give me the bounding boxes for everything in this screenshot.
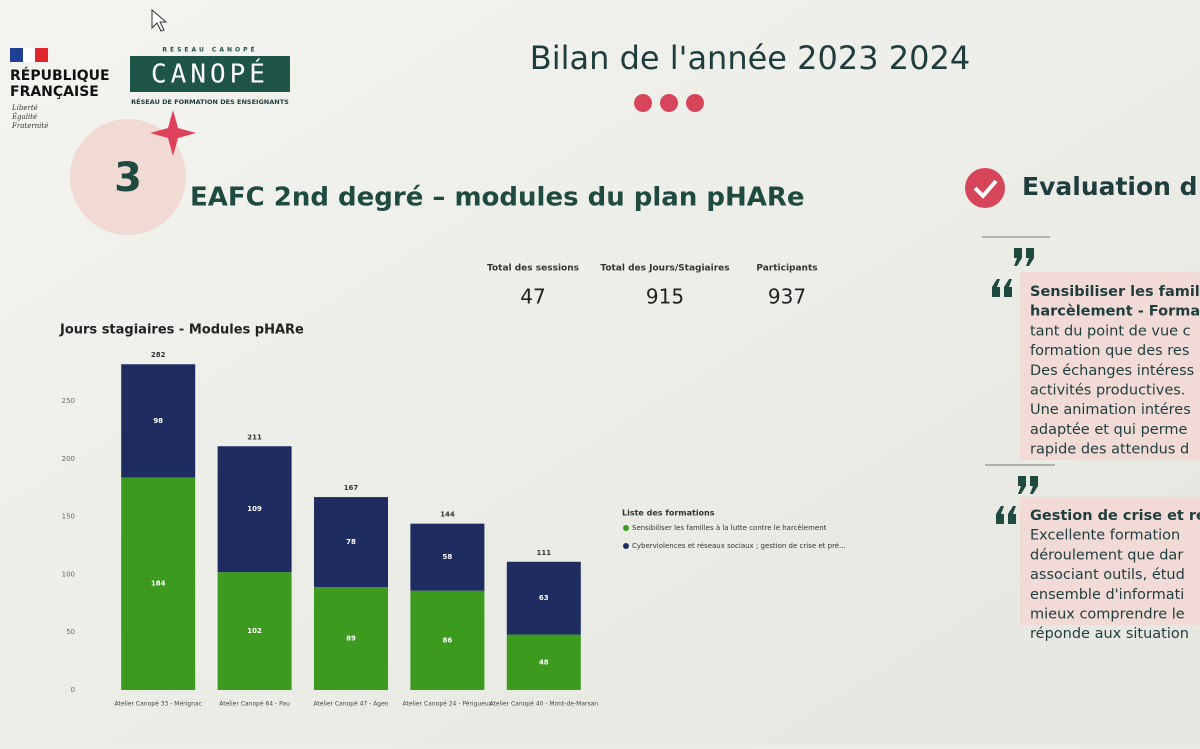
quote-box — [1020, 272, 1200, 460]
quote-line: formation que des res — [1030, 343, 1189, 359]
total-label: 167 — [344, 484, 359, 492]
y-tick-label: 200 — [62, 455, 75, 463]
x-tick-label: Atelier Canopé 64 - Pau — [219, 701, 290, 708]
quote-box — [1020, 497, 1200, 625]
bar-segment — [410, 590, 485, 690]
section-title: EAFC 2nd degré – modules du plan pHARe — [190, 183, 805, 213]
devise: Liberté — [11, 104, 38, 112]
quote-line: Sensibiliser les famille — [1030, 284, 1200, 300]
value-label: 109 — [247, 505, 262, 513]
kpi-value: 937 — [768, 285, 806, 309]
legend-marker — [623, 525, 629, 531]
quote-line: mieux comprendre le — [1030, 607, 1185, 623]
quote-line: Des échanges intéress — [1030, 363, 1194, 379]
kpi-value: 47 — [520, 285, 545, 309]
quote-line: déroulement que dar — [1030, 547, 1183, 563]
bar-segment — [314, 497, 388, 588]
kpi-label: Participants — [756, 264, 817, 274]
quote-icon — [992, 248, 1038, 524]
devise: Fraternité — [11, 122, 48, 130]
value-label: 98 — [153, 417, 163, 425]
quote-line: ensemble d'informati — [1030, 587, 1184, 603]
cursor — [151, 8, 168, 32]
legend-label: Cyberviolences et réseaux sociaux ; gest… — [632, 542, 846, 550]
total-label: 211 — [247, 433, 262, 441]
value-label: 89 — [346, 635, 356, 643]
devise: Égalité — [11, 112, 37, 121]
value-label: 58 — [443, 553, 453, 561]
bar-segment — [410, 523, 485, 591]
total-label: 144 — [440, 511, 455, 519]
value-label: 86 — [443, 636, 453, 644]
legend-label: Sensibiliser les familles à la lutte con… — [632, 524, 827, 532]
flag-blue — [10, 48, 23, 62]
bar-segment — [506, 634, 581, 690]
quote-line: adaptée et qui perme — [1030, 422, 1188, 438]
value-label: 102 — [247, 627, 262, 635]
dot — [686, 94, 704, 112]
y-tick-label: 100 — [62, 570, 75, 578]
logo-top: RÉSEAU CANOPÉ — [162, 46, 257, 54]
kpi-label: Total des sessions — [487, 264, 579, 274]
number-circle — [70, 119, 186, 235]
quote-line: tant du point de vue c — [1030, 323, 1191, 339]
flag-white — [23, 48, 35, 62]
quote-line: associant outils, étud — [1030, 567, 1185, 583]
republique: FRANÇAISE — [10, 84, 99, 100]
legend-marker — [623, 543, 629, 549]
total-label: 282 — [151, 351, 166, 359]
bar-segment — [121, 364, 196, 478]
kpi-label: Total des Jours/Stagiaires — [600, 264, 729, 274]
quote-line: réponde aux situation — [1030, 626, 1189, 642]
chart-title: Jours stagiaires - Modules pHARe — [59, 323, 304, 338]
evaluation-title: Evaluation d — [1022, 172, 1198, 201]
check-badge — [965, 168, 1005, 208]
bar-segment — [217, 572, 292, 690]
x-tick-label: Atelier Canopé 24 - Périgueux — [403, 701, 493, 708]
y-tick-label: 250 — [62, 397, 75, 405]
quote-line: activités productives. — [1030, 383, 1185, 399]
bar-segment — [217, 446, 292, 573]
x-tick-label: Atelier Canopé 47 - Agen — [313, 701, 388, 708]
flag-red — [35, 48, 48, 62]
dot — [634, 94, 652, 112]
quote-line: rapide des attendus d — [1030, 442, 1189, 458]
bar-segment — [314, 587, 388, 690]
quote-line: Une animation intéres — [1030, 402, 1191, 418]
star — [150, 110, 196, 156]
y-tick-label: 150 — [62, 513, 75, 521]
quote-line: harcèlement - Format — [1030, 304, 1200, 320]
quote-line: Gestion de crise et ré — [1030, 508, 1200, 524]
quote-line: Excellente formation — [1030, 528, 1180, 544]
y-tick-label: 50 — [66, 628, 75, 636]
value-label: 184 — [151, 580, 166, 588]
logo-box — [130, 56, 290, 92]
section-number: 3 — [114, 155, 142, 201]
dot — [660, 94, 678, 112]
slide-title: Bilan de l'année 2023 2024 — [530, 39, 970, 77]
value-label: 48 — [539, 658, 549, 666]
bar-segment — [121, 477, 196, 690]
legend-title: Liste des formations — [622, 509, 715, 518]
logo: CANOPÉ — [151, 58, 269, 90]
logo-sub: RÉSEAU DE FORMATION DES ENSEIGNANTS — [131, 97, 289, 106]
x-tick-label: Atelier Canopé 33 - Mérignac — [114, 701, 201, 708]
x-tick-label: Atelier Canopé 40 - Mont-de-Marsan — [490, 701, 599, 708]
value-label: 78 — [346, 538, 356, 546]
check-icon — [973, 179, 998, 199]
value-label: 63 — [539, 594, 549, 602]
y-tick-label: 0 — [71, 686, 75, 694]
total-label: 111 — [536, 549, 551, 557]
bar-segment — [506, 561, 581, 635]
kpi-value: 915 — [646, 285, 684, 309]
republique: RÉPUBLIQUE — [10, 67, 110, 84]
